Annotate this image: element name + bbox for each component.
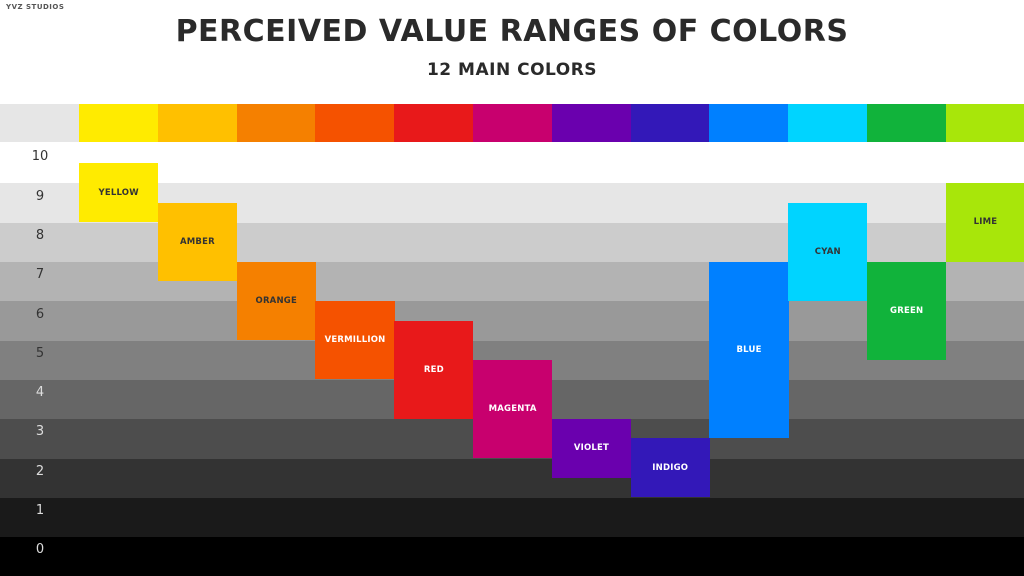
y-tick-label: 6 [35, 306, 45, 322]
swatch-blue [709, 104, 789, 142]
range-bar-magenta: MAGENTA [473, 359, 553, 459]
swatch-green [867, 104, 947, 142]
swatch-orange [236, 104, 316, 142]
y-tick-label: 10 [31, 149, 49, 165]
brand-label: YVZ STUDIOS [6, 3, 65, 11]
y-tick-label: 9 [35, 188, 45, 204]
swatch-vermillion [315, 104, 395, 142]
range-bar-label: GREEN [890, 305, 924, 316]
y-tick-label: 0 [35, 542, 45, 558]
y-tick-label: 3 [35, 424, 45, 440]
y-tick-label: 4 [35, 385, 45, 401]
range-bar-amber: AMBER [157, 202, 238, 282]
range-bar-label: BLUE [736, 345, 762, 356]
range-bar-vermillion: VERMILLION [315, 300, 395, 380]
value-band-0 [0, 536, 1024, 576]
y-tick-label: 2 [35, 463, 45, 479]
range-bar-violet: VIOLET [551, 418, 632, 478]
range-bar-label: VIOLET [573, 443, 610, 454]
range-bar-label: YELLOW [98, 187, 139, 198]
range-bar-label: VERMILLION [324, 335, 386, 346]
y-tick-label: 1 [35, 503, 45, 519]
range-bar-label: AMBER [180, 236, 215, 247]
swatch-red [394, 104, 474, 142]
swatch-amber [157, 104, 238, 142]
range-bar-label: MAGENTA [488, 403, 537, 414]
swatch-violet [551, 104, 632, 142]
range-bar-indigo: INDIGO [630, 438, 710, 498]
range-bar-label: ORANGE [255, 295, 297, 306]
swatch-indigo [630, 104, 710, 142]
value-band-1 [0, 497, 1024, 538]
range-bar-label: CYAN [814, 246, 841, 257]
range-bar-cyan: CYAN [788, 202, 868, 301]
range-bar-blue: BLUE [709, 261, 789, 439]
range-bar-orange: ORANGE [236, 261, 316, 341]
value-band-10 [0, 143, 1024, 184]
swatch-cyan [788, 104, 868, 142]
range-bar-label: LIME [973, 217, 998, 228]
y-tick-label: 8 [35, 227, 45, 243]
range-bar-green: GREEN [867, 261, 947, 360]
value-band-6 [0, 300, 1024, 341]
swatch-lime [945, 104, 1024, 142]
y-tick-label: 5 [35, 345, 45, 361]
range-bar-red: RED [394, 320, 474, 419]
range-bar-lime: LIME [945, 183, 1024, 262]
range-bar-yellow: YELLOW [79, 163, 159, 223]
swatch-yellow [79, 104, 159, 142]
chart-title: PERCEIVED VALUE RANGES OF COLORS [175, 14, 849, 49]
range-bar-label: RED [423, 364, 444, 375]
value-band-2 [0, 458, 1024, 498]
chart-subtitle: 12 MAIN COLORS [426, 60, 598, 80]
swatch-magenta [473, 104, 553, 142]
range-bar-label: INDIGO [652, 462, 689, 473]
value-band-8 [0, 222, 1024, 263]
y-tick-label: 7 [35, 267, 45, 283]
